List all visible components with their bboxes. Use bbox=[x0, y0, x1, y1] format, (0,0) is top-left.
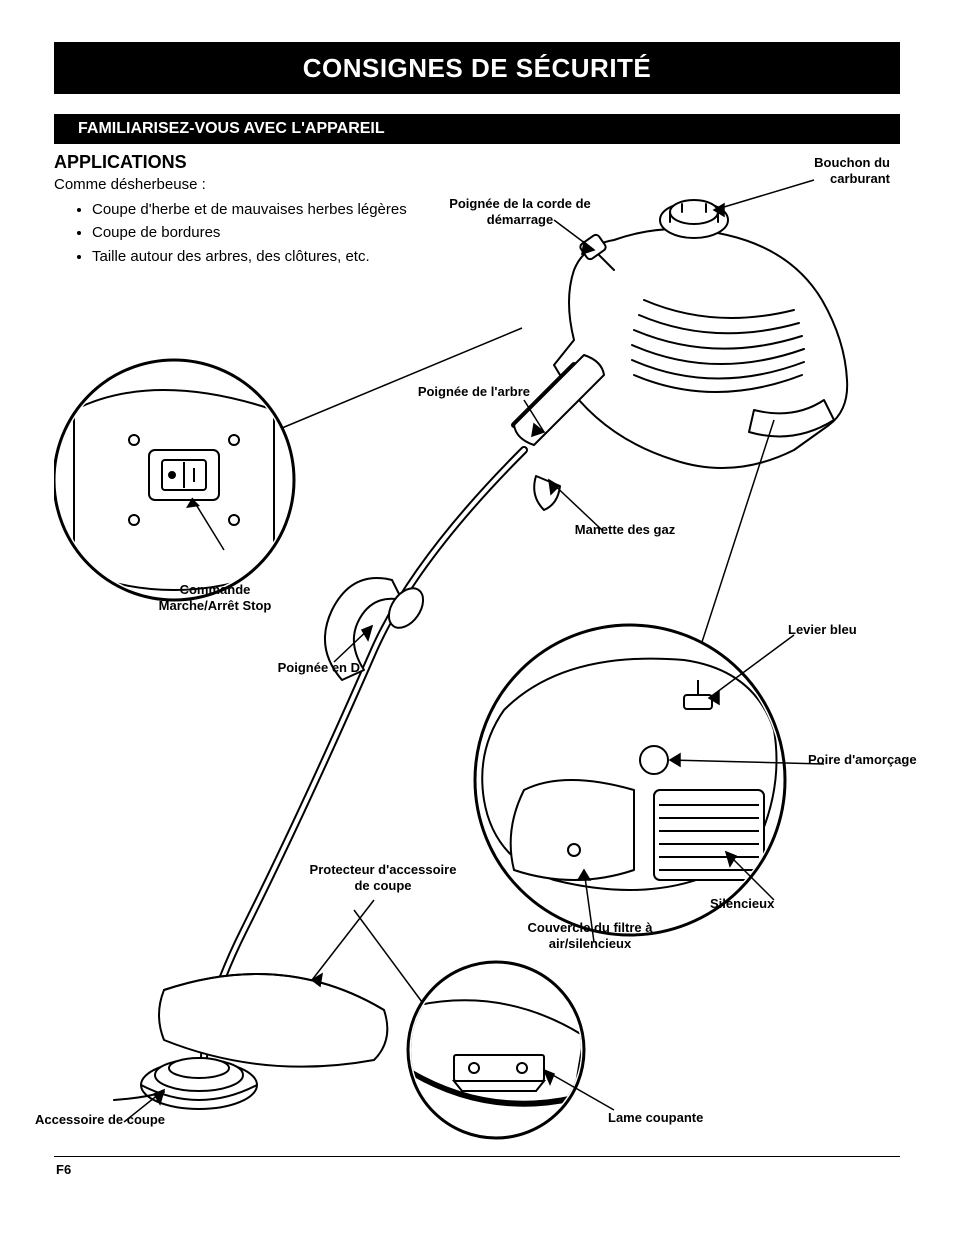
label-blue-lever: Levier bleu bbox=[788, 622, 898, 638]
list-item: Coupe d'herbe et de mauvaises herbes lég… bbox=[92, 198, 407, 221]
footer-rule bbox=[54, 1156, 900, 1157]
label-muffler: Silencieux bbox=[710, 896, 830, 912]
label-text: Manette des gaz bbox=[575, 522, 675, 537]
label-text: Accessoire de coupe bbox=[35, 1112, 165, 1127]
label-text: Lame coupante bbox=[608, 1110, 703, 1125]
label-text: Protecteur d'accessoire de coupe bbox=[310, 862, 457, 893]
label-text: Commande Marche/Arrêt Stop bbox=[159, 582, 272, 613]
list-item: Taille autour des arbres, des clôtures, … bbox=[92, 245, 407, 268]
label-fuel-cap: Bouchon du carburant bbox=[760, 155, 890, 188]
guard-icon bbox=[159, 974, 387, 1067]
shaft-grip-icon bbox=[514, 355, 604, 510]
label-starter-rope: Poignée de la corde de démarrage bbox=[430, 196, 610, 229]
label-text: Poignée de l'arbre bbox=[418, 384, 530, 399]
label-text: Silencieux bbox=[710, 896, 774, 911]
label-d-handle: Poignée en D bbox=[210, 660, 360, 676]
label-attachment: Accessoire de coupe bbox=[30, 1112, 170, 1128]
engine-illustration bbox=[514, 200, 847, 468]
applications-heading: APPLICATIONS bbox=[54, 152, 187, 173]
label-text: Poignée de la corde de démarrage bbox=[449, 196, 591, 227]
primer-icon bbox=[640, 746, 668, 774]
label-cutting-blade: Lame coupante bbox=[608, 1110, 768, 1126]
applications-list: Coupe d'herbe et de mauvaises herbes lég… bbox=[74, 198, 407, 268]
label-text: Couvercle du filtre à air/silencieux bbox=[528, 920, 653, 951]
onoff-detail-illustration bbox=[54, 328, 522, 600]
label-air-filter-cover: Couvercle du filtre à air/silencieux bbox=[490, 920, 690, 953]
label-primer: Poire d'amorçage bbox=[808, 752, 918, 768]
trimmer-diagram bbox=[54, 150, 900, 1150]
attachment-icon bbox=[114, 1058, 257, 1109]
label-text: Poire d'amorçage bbox=[808, 752, 917, 767]
engine-detail-illustration bbox=[475, 420, 785, 935]
page-number: F6 bbox=[56, 1162, 71, 1177]
applications-intro: Comme désherbeuse : bbox=[54, 176, 206, 193]
label-onoff: Commande Marche/Arrêt Stop bbox=[140, 582, 290, 615]
label-text: Poignée en D bbox=[278, 660, 360, 675]
banner-main: CONSIGNES DE SÉCURITÉ bbox=[54, 42, 900, 94]
page: CONSIGNES DE SÉCURITÉ FAMILIARISEZ-VOUS … bbox=[0, 0, 954, 1235]
starter-grip-icon bbox=[579, 233, 614, 270]
label-shaft-grip: Poignée de l'arbre bbox=[410, 384, 530, 400]
list-item: Coupe de bordures bbox=[92, 221, 407, 244]
throttle-icon bbox=[534, 476, 560, 510]
shaft-illustration bbox=[204, 355, 604, 1060]
fuel-cap-icon bbox=[660, 200, 728, 238]
cutting-head-illustration bbox=[114, 974, 387, 1109]
label-guard: Protecteur d'accessoire de coupe bbox=[308, 862, 458, 895]
label-text: Levier bleu bbox=[788, 622, 857, 637]
label-text: Bouchon du carburant bbox=[814, 155, 890, 186]
banner-sub: FAMILIARISEZ-VOUS AVEC L'APPAREIL bbox=[54, 114, 900, 144]
label-throttle: Manette des gaz bbox=[570, 522, 680, 538]
blue-lever-icon bbox=[684, 680, 712, 709]
